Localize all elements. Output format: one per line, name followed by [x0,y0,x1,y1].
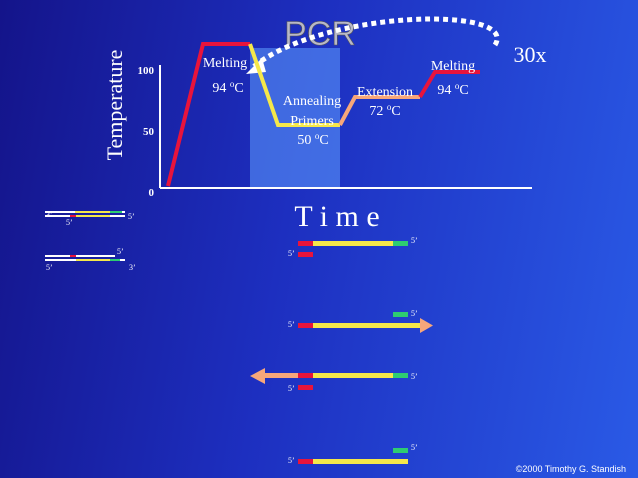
unit: C [234,81,243,96]
right-strands [250,241,433,464]
strand-label: 3’ [129,263,136,272]
tick-label: 0 [149,187,155,199]
step-temp: 94 oC [437,81,468,98]
degree: o [455,81,460,91]
tick-label: 50 [143,126,155,138]
strand-label: 5’ [288,384,295,393]
repeat-label: 30x [514,42,547,67]
repeat-arrow [250,16,500,70]
step-name: Extension [357,85,413,100]
strand-label: 5’ [128,212,135,221]
anneal-line [248,43,340,127]
unit: C [459,83,468,98]
step-name: Melting [203,56,247,71]
copyright: ©2000 Timothy G. Standish [516,464,626,474]
temp: 94 [212,81,226,96]
step-name: Primers [290,114,334,129]
degree: o [315,131,320,141]
step-temp: 72 oC [369,102,400,119]
melt-line [166,42,250,187]
strand-label: 3’ [46,210,53,219]
left-strands [45,211,125,261]
extension-line [338,95,420,126]
strand-label: 5’ [288,456,295,465]
strand-label: 5’ [288,249,295,258]
strand-label: 5’ [411,236,418,245]
strand-label: 5’ [411,372,418,381]
strand-label: 5’ [411,309,418,318]
strand-label: 5’ [46,263,53,272]
x-axis-label: T i m e [294,200,379,233]
degree: o [387,102,392,112]
step-name: Annealing [283,94,341,109]
unit: C [391,104,400,119]
temp: 94 [437,83,451,98]
step-temp: 94 oC [212,79,243,96]
step-name: Melting [431,59,475,74]
strand-label: 5’ [411,443,418,452]
tick-label: 100 [138,65,155,77]
temp: 72 [369,104,383,119]
unit: C [319,133,328,148]
melt-line [418,70,480,99]
temp: 50 [297,133,311,148]
strand-label: 5’ [288,320,295,329]
degree: o [230,79,235,89]
strand-label: 5’ [66,218,73,227]
y-axis-label: Temperature [102,50,127,161]
step-temp: 50 oC [297,131,328,148]
strand-label: 5’ [117,247,124,256]
